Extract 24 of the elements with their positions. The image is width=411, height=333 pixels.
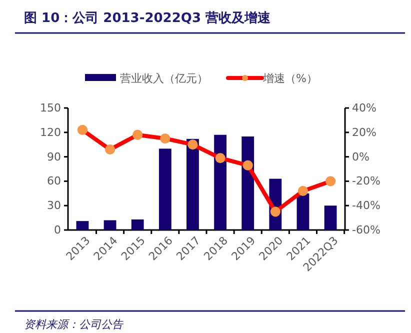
- text: 资料来源：公司公告: [24, 318, 124, 331]
- bar: [104, 220, 116, 230]
- y2-tick-label: 0%: [352, 150, 370, 164]
- bar: [296, 193, 310, 230]
- y2-tick-label: -20%: [352, 174, 380, 188]
- y2-tick-label: -60%: [352, 224, 380, 237]
- chart-title: 图 10：公司 2013-2022Q3 营收及增速: [24, 10, 272, 26]
- y-tick-label: 60: [47, 174, 61, 188]
- y2-tick-label: -40%: [352, 199, 380, 212]
- y-tick-label: 0: [54, 224, 61, 237]
- bar: [158, 148, 172, 230]
- y-tick-label: 30: [47, 199, 61, 212]
- y-tick-label: 120: [40, 126, 61, 139]
- y-tick-label: 90: [47, 150, 61, 164]
- legend-label: 营业收入（亿元）: [120, 72, 208, 85]
- y2-tick-label: 20%: [352, 126, 376, 139]
- bar: [324, 206, 337, 230]
- bar: [131, 219, 144, 230]
- bar: [76, 221, 89, 230]
- legend-label: 增速（%）: [262, 72, 318, 85]
- bar: [186, 138, 199, 230]
- y-tick-label: 150: [40, 102, 61, 115]
- bar: [214, 134, 226, 230]
- y2-tick-label: 40%: [352, 102, 376, 115]
